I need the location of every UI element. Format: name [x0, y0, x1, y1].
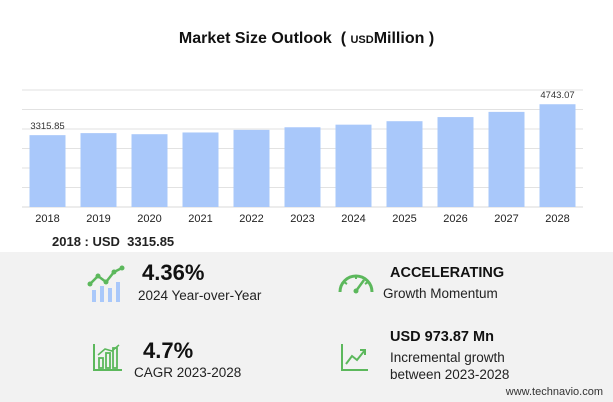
- bar-2025: [386, 121, 423, 207]
- base-year-value: 3315.85: [127, 234, 175, 249]
- data-label: 3315.85: [30, 121, 64, 132]
- x-tick-label: 2022: [239, 213, 263, 225]
- stats-panel: 4.36% 2024 Year-over-Year ACCELERATING G…: [0, 252, 613, 402]
- bar-2023: [284, 127, 321, 207]
- bar-2020: [131, 134, 168, 207]
- chart-title-unit: ( USDMillion ): [336, 30, 434, 47]
- bar-2028: [539, 104, 576, 207]
- bar-2018: [29, 135, 66, 207]
- chart-title: Market Size Outlook ( USDMillion ): [0, 30, 613, 48]
- bar-2022: [233, 129, 270, 207]
- yoy-value: 4.36%: [142, 260, 205, 285]
- cagr-label: CAGR 2023-2028: [134, 365, 242, 380]
- cagr-value: 4.7%: [143, 338, 194, 363]
- momentum-value: ACCELERATING: [390, 265, 505, 281]
- bar-2021: [182, 132, 219, 207]
- bar-2019: [80, 133, 117, 207]
- growth-chart-icon: [87, 265, 125, 302]
- bar-2026: [437, 117, 474, 207]
- title-unit-small: USD: [350, 34, 374, 46]
- speedometer-icon: [338, 274, 374, 294]
- bar-2027: [488, 111, 525, 207]
- x-tick-label: 2023: [290, 213, 314, 225]
- x-tick-label: 2026: [443, 213, 467, 225]
- incremental-value: USD 973.87 Mn: [390, 329, 494, 345]
- data-label: 4743.07: [540, 90, 574, 101]
- bar-growth-icon: [93, 344, 122, 371]
- incremental-label-2: between 2023-2028: [390, 367, 510, 382]
- bar-chart: 2018 3315.85 2019 2020 2021 2022 2023 2024 2025 2…: [22, 89, 583, 225]
- bar-2024: [335, 124, 372, 207]
- x-tick-label: 2028: [545, 213, 569, 225]
- title-paren-close: ): [428, 30, 435, 47]
- x-tick-label: 2019: [86, 213, 110, 225]
- chart-title-main: Market Size Outlook: [178, 30, 332, 47]
- line-growth-icon: [341, 344, 368, 371]
- x-tick-label: 2020: [137, 213, 161, 225]
- title-unit-big: Million: [373, 30, 425, 47]
- x-tick-label: 2018: [35, 213, 59, 225]
- x-tick-label: 2027: [494, 213, 518, 225]
- title-paren-open: (: [340, 30, 347, 47]
- x-tick-label: 2024: [341, 213, 365, 225]
- x-tick-label: 2021: [188, 213, 212, 225]
- base-year-label: 2018 : USD: [52, 234, 120, 249]
- incremental-label-1: Incremental growth: [390, 350, 505, 365]
- momentum-label: Growth Momentum: [383, 286, 498, 301]
- x-tick-label: 2025: [392, 213, 416, 225]
- yoy-label: 2024 Year-over-Year: [138, 288, 262, 303]
- footer-source: www.technavio.com: [505, 386, 603, 398]
- base-year-summary: 2018 : USD 3315.85: [52, 234, 174, 249]
